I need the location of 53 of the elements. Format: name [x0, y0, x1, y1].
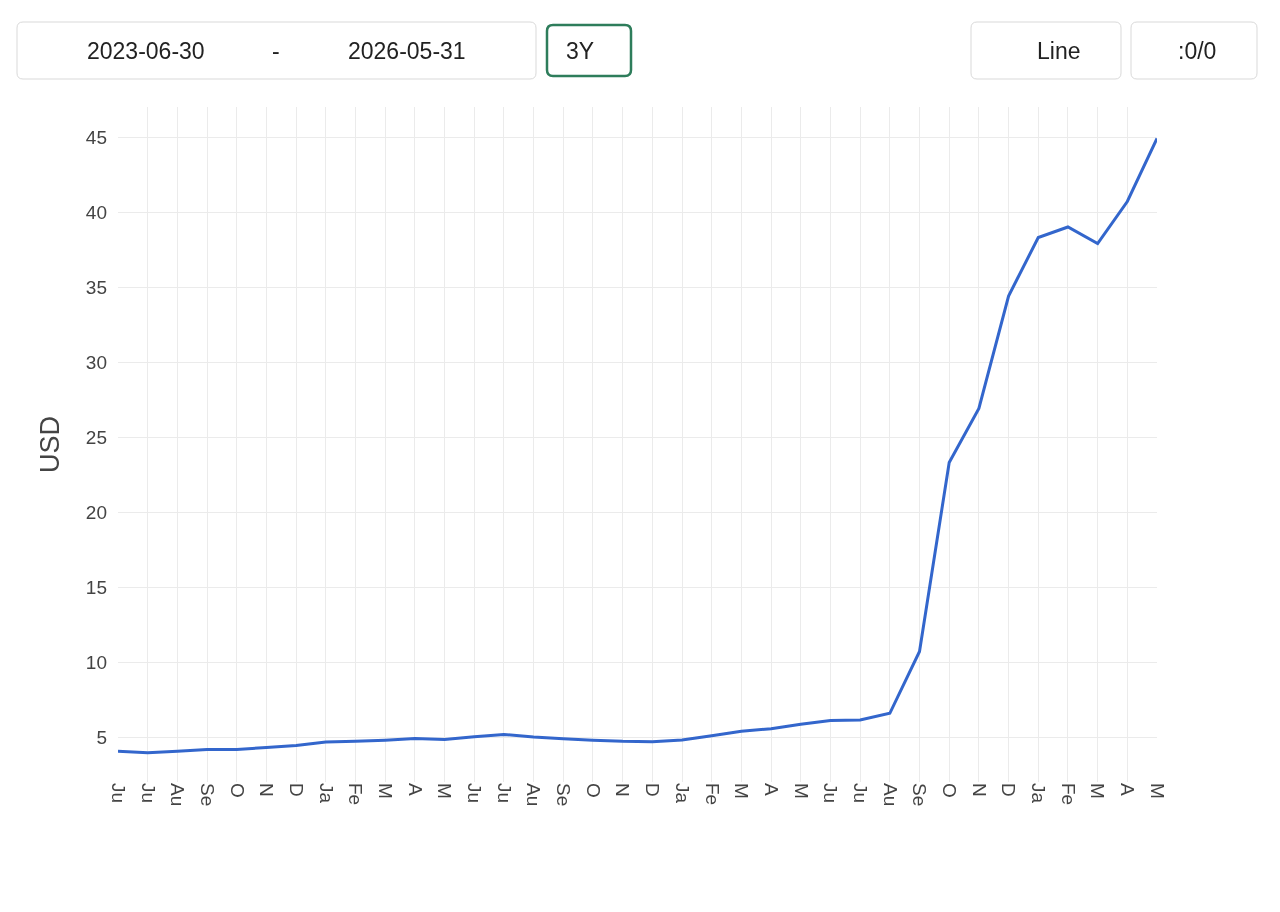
x-tick-label: A [1117, 783, 1139, 796]
text: 2023-06-30 [87, 38, 205, 64]
x-tick-label: A [404, 783, 426, 796]
x-tick-label: A [760, 783, 782, 796]
x-tick-label: D [285, 783, 307, 797]
x-tick-label: Fe [345, 783, 367, 806]
x-tick-label: N [256, 783, 278, 797]
y-axis-title: USD [34, 415, 65, 474]
x-tick-label: M [731, 783, 753, 799]
x-tick-label: Fe [701, 783, 723, 806]
y-tick-label: 20 [85, 501, 107, 523]
y-tick-label: 35 [85, 276, 107, 298]
x-tick-label: Ju [849, 783, 871, 804]
line-series [118, 137, 1157, 755]
text: Line [1037, 38, 1081, 64]
x-tick-label: D [998, 783, 1020, 797]
x-tick-label: Ju [107, 783, 129, 804]
x-tick-label: Ju [493, 783, 515, 804]
x-tick-label: O [939, 783, 961, 798]
x-tick-label: Ju [464, 783, 486, 804]
x-tick-label: M [375, 783, 396, 799]
text: 2026-05-31 [348, 38, 466, 64]
x-tick-label: Ja [315, 783, 337, 804]
x-tick-label: Ju [820, 783, 842, 804]
x-tick-label: M [1087, 783, 1109, 799]
x-tick-label: O [582, 783, 604, 798]
x-tick-label: M [1146, 783, 1168, 799]
x-tick-label: M [434, 783, 456, 799]
y-tick-label: 40 [85, 201, 107, 223]
y-tick-label: 15 [85, 576, 107, 598]
x-tick-label: Fe [1057, 783, 1079, 806]
y-tick-label: 30 [85, 351, 107, 373]
x-tick-label: Se [909, 783, 931, 807]
text: - [272, 38, 280, 64]
x-tick-label: N [968, 783, 990, 797]
x-tick-label: O [226, 783, 248, 798]
x-tick-label: Au [523, 783, 545, 807]
text: 3Y [566, 38, 595, 64]
x-tick-label: Ja [1028, 783, 1050, 804]
x-tick-label: Se [553, 783, 575, 807]
x-tick-label: Au [167, 783, 189, 807]
text: :0/0 [1178, 38, 1217, 64]
y-tick-label: 25 [85, 426, 107, 448]
x-tick-label: Au [879, 783, 901, 807]
x-tick-label: Se [196, 783, 218, 807]
y-tick-label: 45 [85, 126, 107, 148]
y-tick-label: 5 [96, 726, 107, 748]
x-tick-label: Ju [137, 783, 159, 804]
y-tick-label: 10 [85, 651, 107, 673]
x-tick-label: D [642, 783, 664, 797]
x-tick-label: Ja [671, 783, 693, 804]
x-tick-label: M [790, 783, 812, 799]
x-tick-label: N [612, 783, 634, 797]
